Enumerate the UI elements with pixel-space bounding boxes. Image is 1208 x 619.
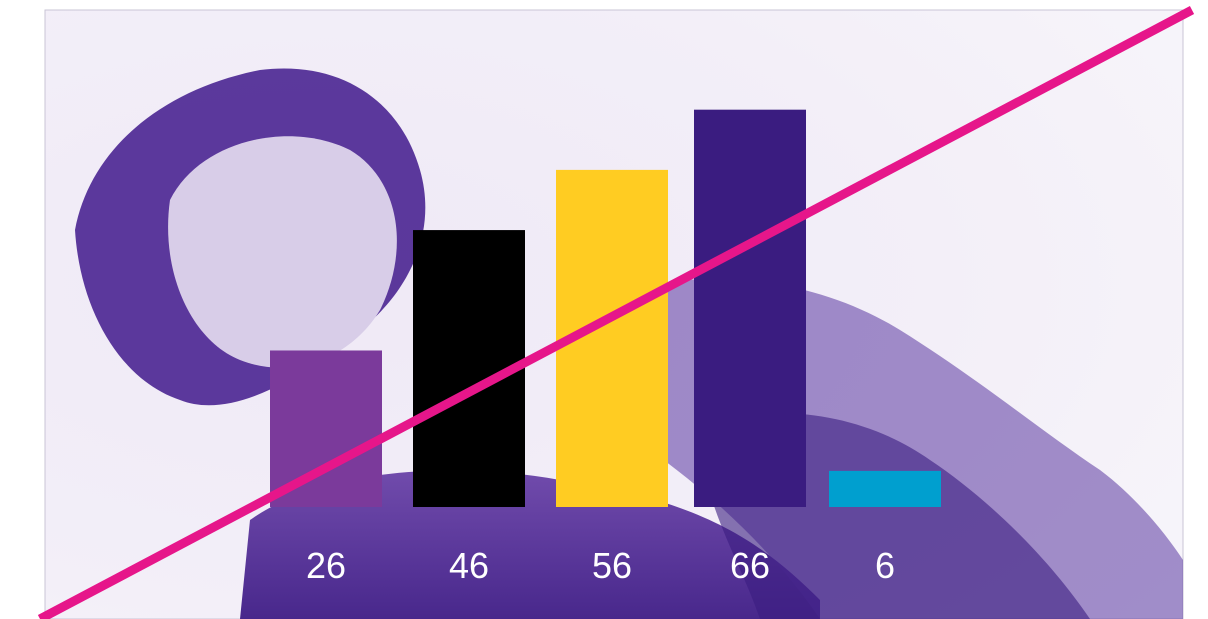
bar	[694, 109, 806, 508]
bar	[270, 350, 382, 507]
value-label: 6	[875, 545, 895, 586]
value-label: 26	[306, 545, 346, 586]
diagonal-line	[37, 6, 1195, 619]
value-label: 66	[730, 545, 770, 586]
value-label: 56	[592, 545, 632, 586]
value-label: 46	[449, 545, 489, 586]
bar	[829, 470, 941, 507]
